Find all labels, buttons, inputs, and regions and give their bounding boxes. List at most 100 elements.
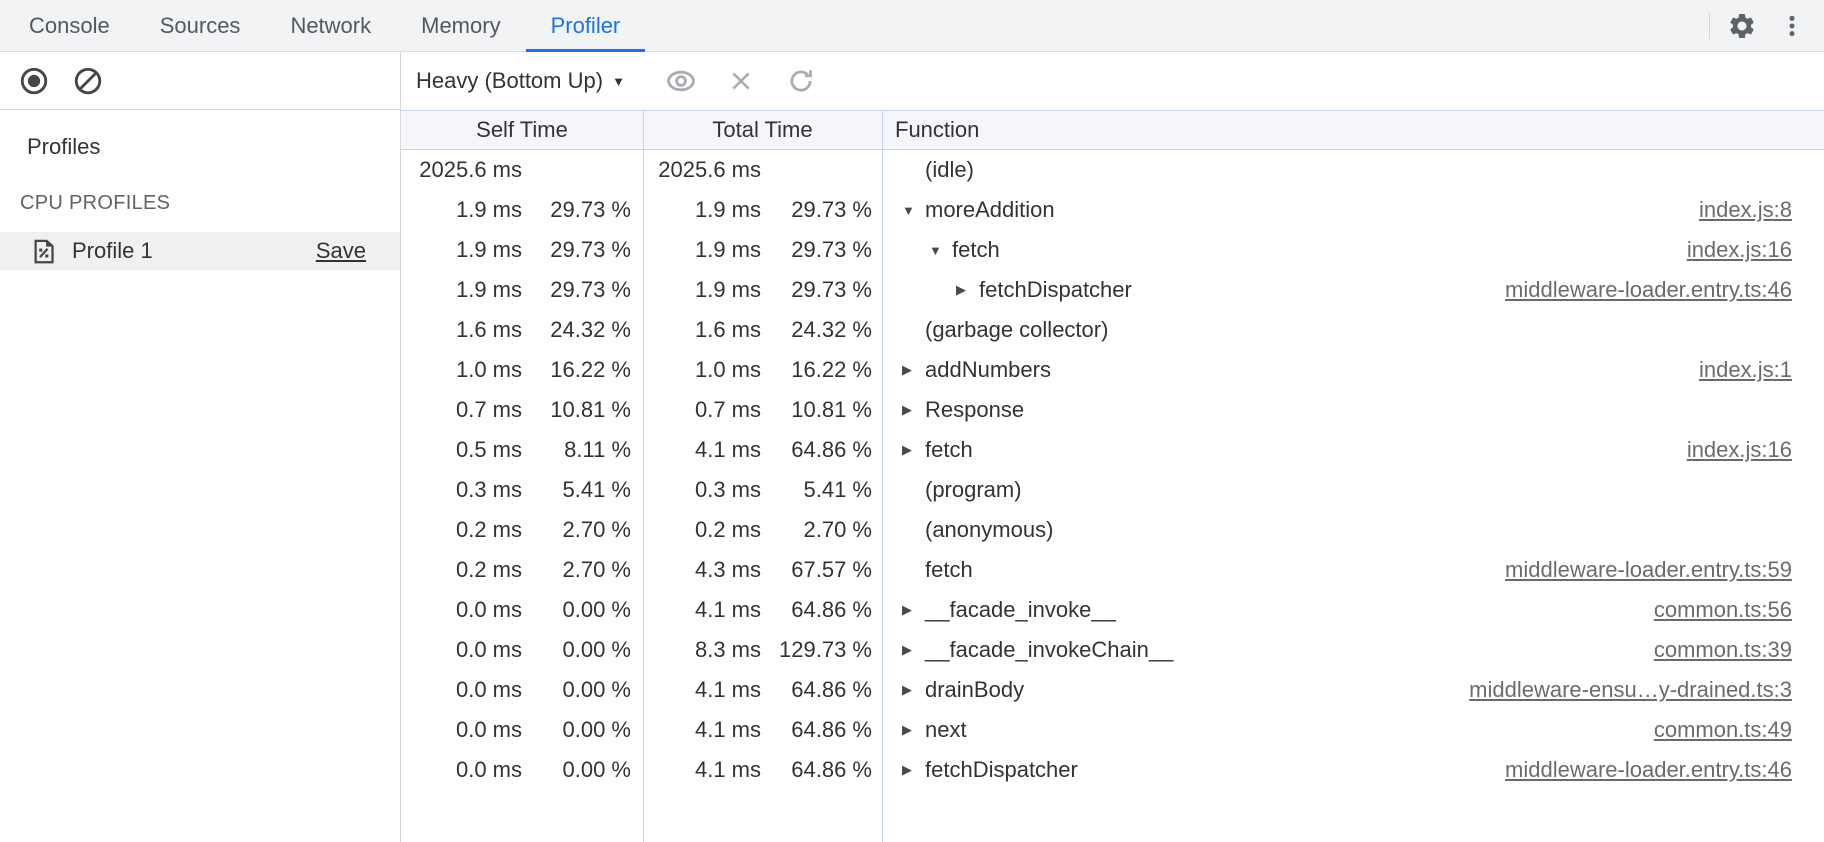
- column-divider[interactable]: [882, 110, 883, 842]
- total-time-ms: 4.1 ms: [694, 677, 761, 702]
- profile-view-select[interactable]: Heavy (Bottom Up) ▼: [416, 68, 625, 94]
- source-link[interactable]: index.js:16: [1686, 237, 1792, 262]
- self-time-cell: 0.0 ms 0.00 %: [401, 717, 643, 743]
- total-time-ms: 1.0 ms: [694, 357, 761, 382]
- self-time-percent: 0.00 %: [562, 597, 632, 622]
- table-row[interactable]: 0.0 ms 0.00 % 4.1 ms 64.86 % ▶ next common.ts:…: [401, 710, 1824, 750]
- column-header-self-time[interactable]: Self Time: [476, 117, 568, 142]
- self-time-ms: 0.3 ms: [455, 477, 522, 502]
- source-link[interactable]: common.ts:39: [1653, 637, 1792, 662]
- sidebar-item-profile-1[interactable]: Profile 1 Save: [0, 232, 400, 270]
- expand-arrow-down[interactable]: ▼: [929, 242, 942, 258]
- total-time-ms: 0.7 ms: [694, 397, 761, 422]
- self-time-ms: 1.9 ms: [455, 277, 522, 302]
- self-time-cell: 0.5 ms 8.11 %: [401, 437, 643, 463]
- expand-arrow-right[interactable]: ▶: [902, 762, 912, 777]
- source-link[interactable]: index.js:1: [1699, 357, 1792, 382]
- table-row[interactable]: 0.0 ms 0.00 % 8.3 ms 129.73 % ▶ __facade_invo…: [401, 630, 1824, 670]
- source-link[interactable]: index.js:16: [1686, 437, 1792, 462]
- total-time-ms: 4.1 ms: [694, 717, 761, 742]
- function-name: __facade_invoke__: [925, 597, 1116, 622]
- expand-arrow-down[interactable]: ▼: [902, 202, 915, 218]
- table-row[interactable]: 2025.6 ms 2025.6 ms (idle): [401, 150, 1824, 190]
- table-row[interactable]: 0.5 ms 8.11 % 4.1 ms 64.86 % ▶ fetch index.js:…: [401, 430, 1824, 470]
- profiler-toolbar: Heavy (Bottom Up) ▼: [0, 52, 1824, 110]
- self-time-ms: 1.0 ms: [455, 357, 522, 382]
- table-row[interactable]: 1.6 ms 24.32 % 1.6 ms 24.32 % (garbage colle…: [401, 310, 1824, 350]
- table-row[interactable]: 0.2 ms 2.70 % 0.2 ms 2.70 % (anonymous): [401, 510, 1824, 550]
- expand-arrow-right[interactable]: ▶: [902, 362, 912, 377]
- expand-arrow-right[interactable]: ▶: [902, 602, 912, 617]
- self-time-cell: 0.0 ms 0.00 %: [401, 637, 643, 663]
- profile-view-select-label: Heavy (Bottom Up): [416, 68, 604, 93]
- self-time-cell: 2025.6 ms: [401, 157, 643, 183]
- table-row[interactable]: 1.0 ms 16.22 % 1.0 ms 16.22 % ▶ addNumbers ind…: [401, 350, 1824, 390]
- function-cell: ▶ addNumbers index.js:1: [882, 357, 1824, 383]
- total-time-ms: 1.9 ms: [694, 277, 761, 302]
- self-time-ms: 0.2 ms: [455, 557, 522, 582]
- expand-arrow-right[interactable]: ▶: [902, 642, 912, 657]
- source-link[interactable]: middleware-loader.entry.ts:46: [1505, 757, 1792, 782]
- tab-network[interactable]: Network: [290, 12, 372, 38]
- table-row[interactable]: 0.0 ms 0.00 % 4.1 ms 64.86 % ▶ fetchDispatche…: [401, 750, 1824, 790]
- source-link[interactable]: middleware-loader.entry.ts:59: [1505, 557, 1792, 582]
- table-row[interactable]: 0.3 ms 5.41 % 0.3 ms 5.41 % (program): [401, 470, 1824, 510]
- expand-arrow-right[interactable]: ▶: [902, 402, 912, 417]
- source-link[interactable]: common.ts:56: [1653, 597, 1792, 622]
- source-link[interactable]: common.ts:49: [1653, 717, 1792, 742]
- table-row[interactable]: 0.0 ms 0.00 % 4.1 ms 64.86 % ▶ drainBody middl…: [401, 670, 1824, 710]
- column-header-total-time[interactable]: Total Time: [712, 117, 813, 142]
- tab-profiler[interactable]: Profiler: [525, 0, 646, 52]
- more-options-button[interactable]: [1774, 8, 1810, 44]
- grid-header: Self Time Total Time Function: [401, 110, 1824, 150]
- profiler-toolbar-right: Heavy (Bottom Up) ▼: [401, 52, 1824, 110]
- table-row[interactable]: 1.9 ms 29.73 % 1.9 ms 29.73 % ▶ fetchDispatch…: [401, 270, 1824, 310]
- focus-selected-button[interactable]: [663, 63, 699, 99]
- tab-memory[interactable]: Memory: [421, 12, 501, 38]
- total-time-ms: 4.3 ms: [694, 557, 761, 582]
- tab-sources[interactable]: Sources: [159, 12, 241, 38]
- table-row[interactable]: 0.2 ms 2.70 % 4.3 ms 67.57 % fetch middleware…: [401, 550, 1824, 590]
- total-time-cell: 4.1 ms 64.86 %: [643, 597, 882, 623]
- profile-name: Profile 1: [72, 238, 153, 263]
- total-time-ms: 1.9 ms: [694, 237, 761, 262]
- column-divider[interactable]: [643, 110, 644, 842]
- self-time-cell: 0.0 ms 0.00 %: [401, 597, 643, 623]
- expand-arrow-right[interactable]: ▶: [902, 442, 912, 457]
- save-profile-link[interactable]: Save: [315, 238, 366, 263]
- clear-profiles-button[interactable]: [70, 63, 106, 99]
- source-link[interactable]: middleware-ensu…y-drained.ts:3: [1469, 677, 1792, 702]
- expand-arrow-right[interactable]: ▶: [902, 682, 912, 697]
- expand-arrow-right[interactable]: ▶: [956, 282, 966, 297]
- source-link[interactable]: index.js:8: [1699, 197, 1792, 222]
- table-row[interactable]: 1.9 ms 29.73 % 1.9 ms 29.73 % ▼ moreAddition i…: [401, 190, 1824, 230]
- restore-all-button[interactable]: [783, 63, 819, 99]
- self-time-cell: 1.9 ms 29.73 %: [401, 277, 643, 303]
- function-cell: ▶ fetchDispatcher middleware-loader.entry.…: [882, 757, 1824, 783]
- column-header-function[interactable]: Function: [895, 117, 980, 142]
- self-time-ms: 2025.6 ms: [419, 157, 522, 182]
- table-row[interactable]: 1.9 ms 29.73 % 1.9 ms 29.73 % ▼ fetch index.js…: [401, 230, 1824, 270]
- total-time-percent: 129.73 %: [779, 637, 872, 662]
- tab-console[interactable]: Console: [29, 12, 110, 38]
- self-time-percent: 29.73 %: [550, 277, 631, 302]
- clear-icon: [73, 66, 103, 96]
- expand-arrow-right[interactable]: ▶: [902, 722, 912, 737]
- table-row[interactable]: 0.0 ms 0.00 % 4.1 ms 64.86 % ▶ __facade_invok…: [401, 590, 1824, 630]
- total-time-cell: 8.3 ms 129.73 %: [643, 637, 882, 663]
- total-time-percent: 64.86 %: [791, 597, 872, 622]
- record-button[interactable]: [16, 63, 52, 99]
- function-cell: ▶ fetchDispatcher middleware-loader.entry.…: [882, 277, 1824, 303]
- settings-button[interactable]: [1724, 8, 1760, 44]
- function-cell: (garbage collector): [882, 317, 1824, 343]
- function-name: (idle): [925, 157, 974, 182]
- function-cell: ▼ moreAddition index.js:8: [882, 197, 1824, 223]
- total-time-ms: 1.6 ms: [694, 317, 761, 342]
- sidebar-title: Profiles: [27, 134, 101, 159]
- self-time-percent: [522, 157, 643, 183]
- source-link[interactable]: middleware-loader.entry.ts:46: [1505, 277, 1792, 302]
- self-time-ms: 0.0 ms: [455, 637, 522, 662]
- table-row[interactable]: 0.7 ms 10.81 % 0.7 ms 10.81 % ▶ Response: [401, 390, 1824, 430]
- exclude-selected-button[interactable]: [723, 63, 759, 99]
- function-cell: ▶ __facade_invokeChain__ common.ts:39: [882, 637, 1824, 663]
